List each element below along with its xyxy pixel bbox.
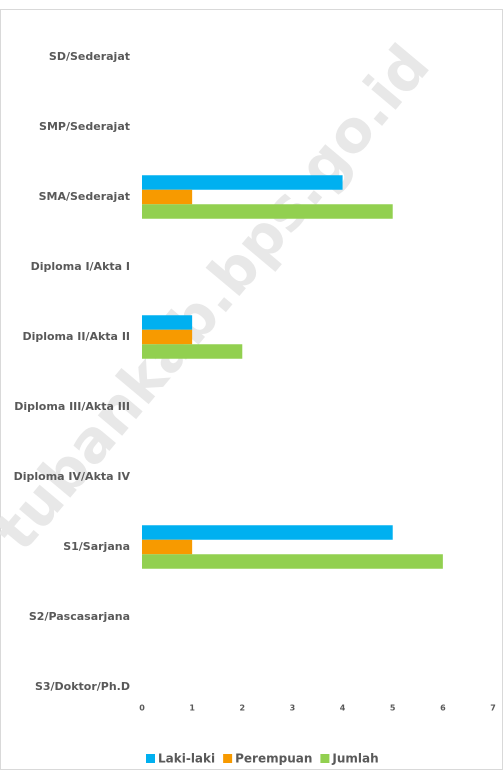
y-tick-label: Diploma IV/Akta IV: [14, 470, 131, 483]
watermark: tubankab.bps.go.id: [0, 32, 443, 563]
x-tick-label: 1: [189, 704, 195, 713]
bar: [142, 204, 393, 219]
bar: [142, 329, 193, 345]
x-tick-label: 0: [139, 704, 145, 713]
legend-label: Perempuan: [235, 752, 312, 766]
legend-swatch: [320, 754, 330, 763]
bar: [142, 554, 443, 569]
bar: [142, 175, 343, 190]
bar: [142, 344, 243, 359]
legend-label: Jumlah: [331, 752, 378, 766]
y-tick-label: Diploma II/Akta II: [22, 330, 130, 343]
y-tick-label: S1/Sarjana: [63, 540, 130, 553]
bar: [142, 189, 193, 205]
y-tick-label: SD/Sederajat: [49, 50, 130, 63]
y-tick-label: SMA/Sederajat: [39, 190, 130, 203]
x-tick-label: 5: [390, 704, 396, 713]
y-tick-label: S3/Doktor/Ph.D: [35, 680, 130, 693]
legend-swatch: [223, 754, 233, 763]
bar: [142, 539, 193, 555]
y-tick-label: Diploma I/Akta I: [31, 260, 130, 273]
x-tick-label: 3: [290, 704, 296, 713]
x-tick-label: 4: [340, 704, 346, 713]
x-tick-label: 7: [490, 704, 496, 713]
y-tick-label: Diploma III/Akta III: [14, 400, 130, 413]
y-tick-label: SMP/Sederajat: [39, 120, 130, 133]
x-tick-label: 2: [239, 704, 245, 713]
legend-swatch: [146, 754, 155, 763]
bar: [142, 525, 393, 540]
y-tick-label: S2/Pascasarjana: [29, 610, 130, 623]
x-tick-label: 6: [440, 704, 446, 713]
bar: [142, 315, 193, 330]
legend-label: Laki-laki: [158, 752, 215, 766]
